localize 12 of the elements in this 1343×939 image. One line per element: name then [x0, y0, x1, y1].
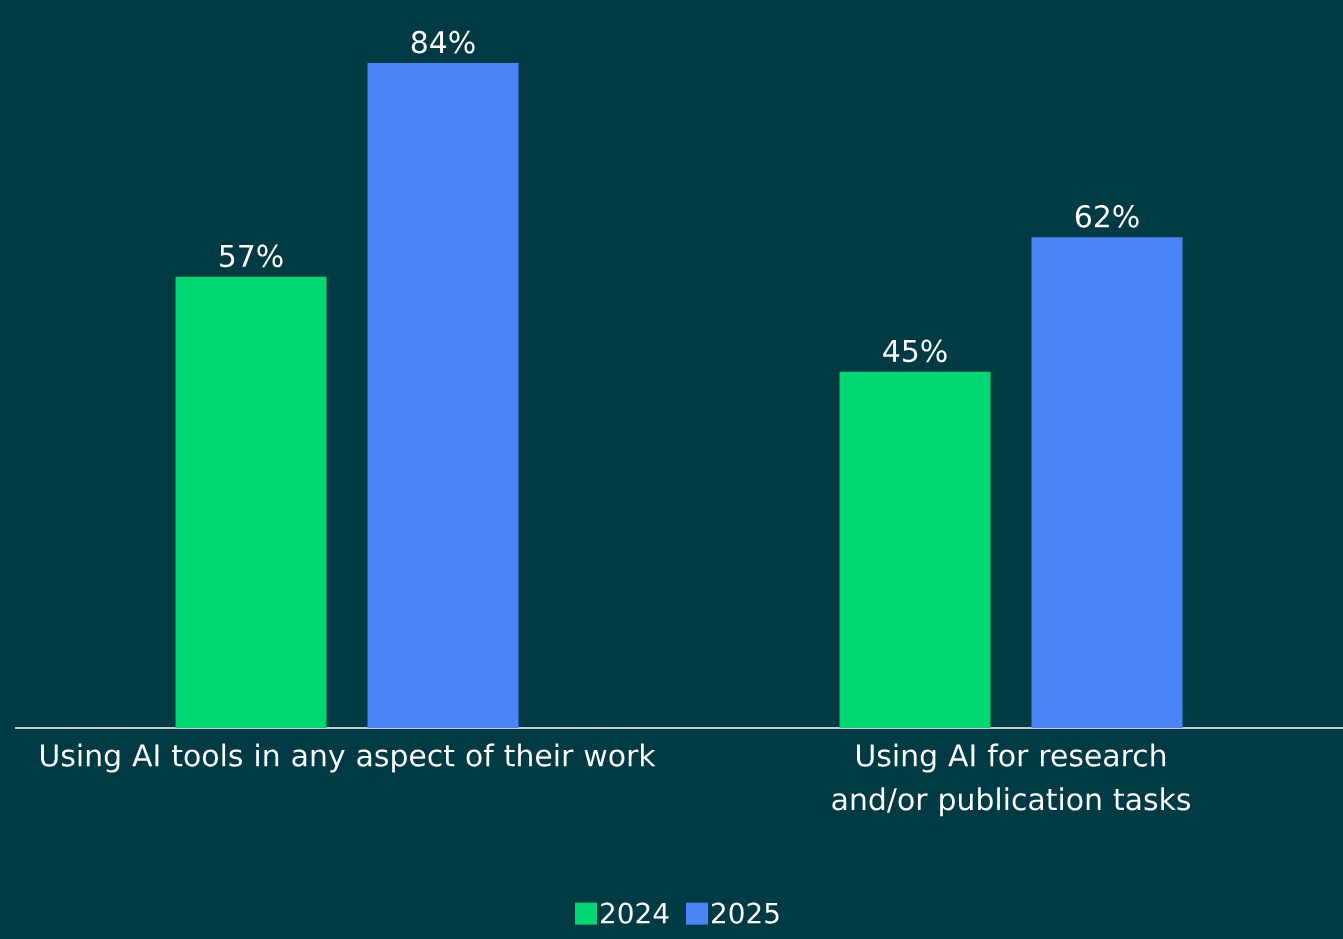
x-tick-label: Using AI tools in any aspect of their work [41, 743, 656, 773]
data-label: 62% [1075, 205, 1139, 228]
bar [839, 371, 991, 728]
data-label: 84% [411, 30, 475, 54]
x-tick-label: Using AI for research and/or publication tasks [832, 743, 1190, 817]
bar [175, 276, 327, 728]
bar [367, 63, 519, 728]
legend-label: 2025 [712, 902, 779, 924]
bar [1031, 237, 1183, 728]
data-label: 45% [883, 339, 947, 363]
legend-label: 2024 [601, 902, 669, 924]
data-label: 57% [220, 244, 283, 268]
